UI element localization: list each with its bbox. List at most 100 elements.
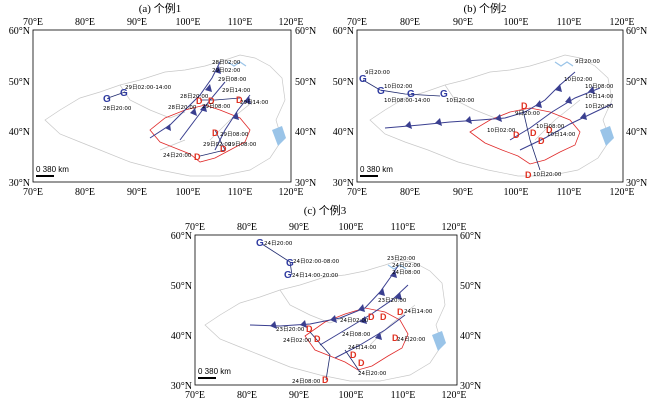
panel-a-x-axis-top: 70°E 80°E 90°E 100°E 110°E 120°E (23, 17, 304, 28)
panel-a-xtick-top-100: 100°E (175, 17, 200, 28)
panel-b-front-triangle (465, 116, 472, 124)
panel-a-ytick-right-60: 60°N (295, 26, 316, 37)
panel-a-xtick-top-80: 80°E (75, 17, 95, 28)
panel-a-front-triangle (215, 66, 221, 74)
panel-a-high-track (107, 91, 126, 99)
panel-a-ytick-60: 60°N (9, 26, 30, 37)
panel-c-time-label: 24日02:00-08:00 (293, 258, 340, 265)
panel-c-time-label: 23日20:00 (276, 326, 305, 333)
panel-c-front-triangle (270, 321, 277, 329)
panel-a-low-symbol: D (220, 144, 227, 154)
panel-b-xtick-120: 120°E (609, 187, 634, 198)
panel-b-lake (554, 61, 574, 67)
panel-b-time-label: 9日20:00 (365, 69, 390, 76)
panel-b-high-symbol: G (377, 86, 385, 97)
panel-a-ytick-right-50: 50°N (295, 77, 316, 88)
panel-a-front-triangle (205, 84, 212, 92)
panel-c-low-symbol: D (350, 350, 357, 360)
panel-b-xtick-top-90: 90°E (453, 17, 473, 28)
panel-c-ytick-30: 30°N (171, 381, 192, 392)
panel-a-bohai-sea (272, 126, 286, 146)
panel-a-lake (227, 61, 247, 67)
panel-a-time-label: 29日08:00 (202, 103, 231, 110)
panel-c-low-symbol: D (358, 358, 365, 368)
panel-b-low-symbol: D (538, 136, 545, 146)
panel-c-time-label: 24日20:00 (358, 370, 387, 377)
panel-a-high-symbol: G (103, 94, 111, 105)
panel-a-scale-label: 0 380 km (36, 165, 69, 174)
panel-c: (c) 个例3 70°E 80°E 90°E 100°E 110°E 120°E… (171, 203, 481, 401)
panel-b-time-label: 10日14:00 (585, 93, 614, 100)
panel-a-low-symbol: D (194, 152, 201, 162)
panel-b-front-3 (519, 103, 613, 151)
panel-c-xtick-top-70: 70°E (185, 222, 205, 233)
panel-c-ytick-right-30: 30°N (460, 381, 481, 392)
panel-a-time-label: 29日02:00 (212, 67, 241, 74)
panel-a-y-axis: 60°N 50°N 40°N 30°N (9, 26, 30, 189)
panel-a-ytick-right-30: 30°N (295, 178, 316, 189)
panel-a-xtick-120: 120°E (278, 187, 303, 198)
panel-a-low-symbol: D (208, 96, 215, 106)
panel-b-title: (b) 个例2 (463, 1, 506, 15)
panel-a-study-region (149, 104, 251, 163)
panel-b-low-symbol: D (513, 130, 520, 140)
panel-c-front-triangle (300, 320, 307, 328)
panel-c-x-axis: 70°E 80°E 90°E 100°E 110°E 120°E (185, 390, 467, 401)
panel-b-low-track (522, 109, 541, 171)
panel-b-time-label: 10日14:00 (547, 131, 576, 138)
panel-b-xtick-110: 110°E (557, 187, 582, 198)
panel-c-low-symbol: D (314, 334, 321, 344)
panel-c-front-1 (249, 265, 399, 327)
panel-b-xtick-top-80: 80°E (400, 17, 420, 28)
panel-b-xtick-top-120: 120°E (609, 17, 634, 28)
panel-a-front-triangle (244, 96, 251, 104)
panel-a-country-boundary (44, 54, 286, 177)
panel-c-xtick-110: 110°E (391, 390, 416, 401)
panel-c-time-label: 24日08:00 (392, 269, 421, 276)
panel-c-xtick-top-80: 80°E (237, 222, 257, 233)
panel-b-front-triangle (580, 112, 587, 120)
panel-a-title: (a) 个例1 (139, 1, 181, 15)
panel-a-xtick-80: 80°E (75, 187, 95, 198)
panel-b-ytick-40: 40°N (333, 127, 354, 138)
panel-c-xtick-top-110: 110°E (391, 222, 416, 233)
panel-b-time-label: 9日20:00 (515, 110, 540, 117)
panel-c-time-label: 24日14:00 (348, 344, 377, 351)
panel-b-ytick-right-60: 60°N (626, 26, 647, 37)
panel-c-high-track (261, 243, 293, 276)
panel-c-high-symbol: G (284, 270, 292, 281)
panel-a-ytick-40: 40°N (9, 127, 30, 138)
panel-b-xtick-100: 100°E (503, 187, 528, 198)
panel-a-time-label: 29日14:00 (222, 87, 251, 94)
panel-c-ytick-right-40: 40°N (460, 331, 481, 342)
panel-c-xtick-100: 100°E (338, 390, 363, 401)
panel-b: (b) 个例2 70°E 80°E 90°E 100°E 110°E 120°E… (333, 1, 647, 198)
panel-b-front-triangle (565, 96, 572, 104)
panel-c-time-label: 24日20:00 (397, 336, 426, 343)
panel-c-xtick-top-90: 90°E (289, 222, 309, 233)
panel-b-time-label: 10日08:00 (585, 83, 614, 90)
panel-b-time-label: 9日20:00 (575, 58, 600, 65)
panel-b-study-region (469, 107, 581, 165)
panel-b-front-triangle (405, 121, 412, 129)
panel-c-xtick-70: 70°E (185, 390, 205, 401)
panel-a-front-triangle (200, 104, 207, 112)
panel-b-time-label: 10日20:00 (585, 103, 614, 110)
panel-c-front-triangle (358, 304, 365, 312)
panel-b-low-symbol: D (521, 101, 528, 111)
panel-b-country-boundary (369, 54, 613, 177)
panel-c-ytick-40: 40°N (171, 331, 192, 342)
panel-a-time-label: 29日02:00-14:00 (125, 84, 172, 91)
panel-b-time-label: 10日20:00 (446, 97, 475, 104)
panel-c-xtick-80: 80°E (237, 390, 257, 401)
panel-b-xtick-top-100: 100°E (503, 17, 528, 28)
panel-b-front-triangle (495, 114, 502, 122)
panel-a-time-label: 29日08:00 (218, 76, 247, 83)
panel-b-xtick-top-70: 70°E (347, 17, 367, 28)
panel-b-x-axis: 70°E 80°E 90°E 100°E 110°E 120°E (347, 187, 635, 198)
panel-a-front-triangle (232, 112, 239, 120)
panel-b-scale-label: 0 380 km (360, 165, 393, 174)
panel-a-ytick-30: 30°N (9, 178, 30, 189)
panel-b-low-symbol: D (530, 128, 537, 138)
